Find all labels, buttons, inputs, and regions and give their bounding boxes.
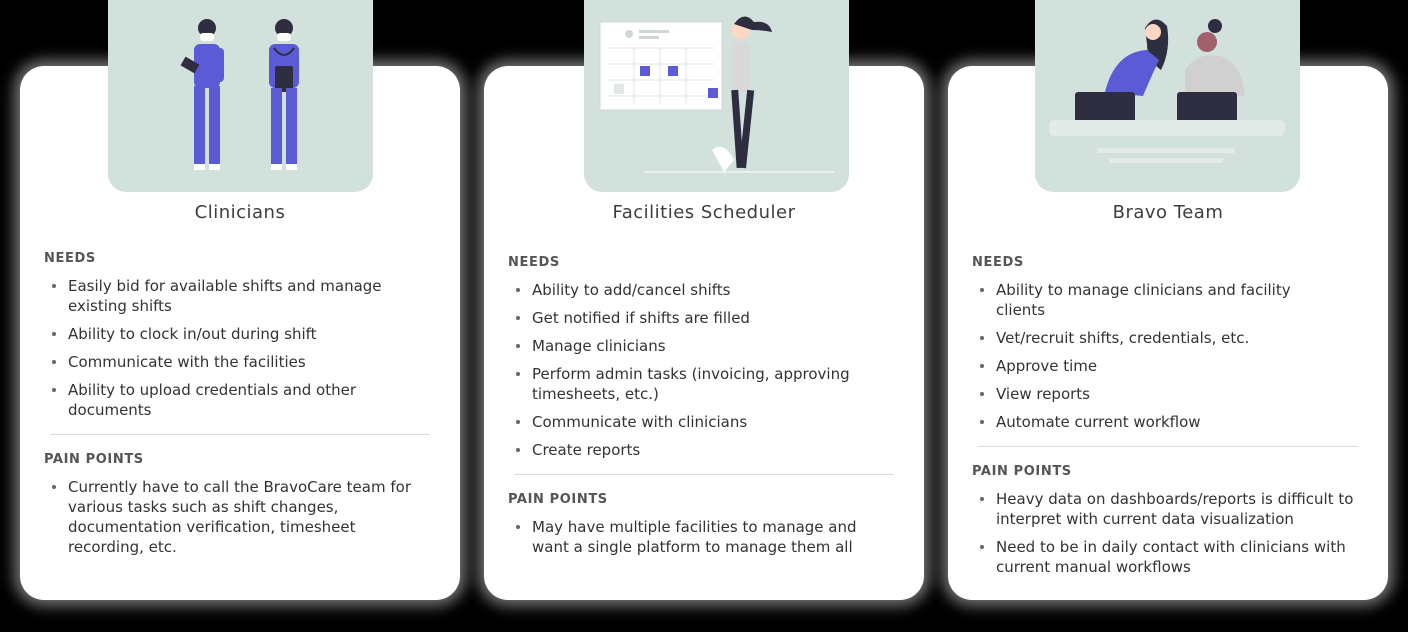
persona-card-facilities-scheduler: Facilities Scheduler NEEDS Ability to ad… — [484, 0, 924, 600]
pain-points-list: Currently have to call the BravoCare tea… — [44, 477, 434, 565]
persona-card-clinicians: Clinicians NEEDS Easily bid for availabl… — [20, 0, 460, 600]
bullet-icon — [516, 316, 520, 320]
needs-list: Easily bid for available shifts and mana… — [44, 276, 434, 428]
bullet-icon — [516, 288, 520, 292]
pain-points-label: PAIN POINTS — [508, 492, 608, 507]
bullet-icon — [516, 372, 520, 376]
bravo-team-illustration — [1035, 0, 1300, 192]
needs-item: Vet/recruit shifts, credentials, etc. — [972, 328, 1344, 348]
needs-item: Manage clinicians — [508, 336, 900, 356]
needs-item: Ability to add/cancel shifts — [508, 280, 900, 300]
bullet-icon — [516, 448, 520, 452]
card-title: Clinicians — [194, 202, 286, 223]
pain-point-item: Currently have to call the BravoCare tea… — [44, 477, 434, 557]
bullet-icon — [52, 360, 56, 364]
bullet-icon — [980, 288, 984, 292]
needs-item: Ability to upload credentials and other … — [44, 380, 434, 420]
needs-label: NEEDS — [972, 255, 1024, 270]
needs-list: Ability to add/cancel shifts Get notifie… — [508, 280, 900, 468]
bullet-icon — [980, 420, 984, 424]
bullet-icon — [980, 336, 984, 340]
pain-point-item: Need to be in daily contact with clinici… — [972, 537, 1364, 577]
clinicians-illustration — [108, 0, 373, 192]
pain-point-item: Heavy data on dashboards/reports is diff… — [972, 489, 1364, 529]
scheduler-illustration — [584, 0, 849, 192]
card-title: Facilities Scheduler — [612, 202, 796, 223]
bullet-icon — [980, 545, 984, 549]
pain-points-label: PAIN POINTS — [972, 464, 1072, 479]
section-divider — [514, 474, 894, 475]
bullet-icon — [980, 364, 984, 368]
needs-item: Automate current workflow — [972, 412, 1344, 432]
section-divider — [50, 434, 430, 435]
bullet-icon — [52, 284, 56, 288]
bullet-icon — [980, 497, 984, 501]
card-title: Bravo Team — [1112, 202, 1224, 223]
bullet-icon — [516, 525, 520, 529]
pain-points-list: Heavy data on dashboards/reports is diff… — [972, 489, 1364, 585]
needs-item: Communicate with clinicians — [508, 412, 900, 432]
needs-item: Perform admin tasks (invoicing, approvin… — [508, 364, 900, 404]
pain-points-list: May have multiple facilities to manage a… — [508, 517, 888, 565]
section-divider — [978, 446, 1358, 447]
bullet-icon — [980, 392, 984, 396]
bullet-icon — [52, 388, 56, 392]
pain-point-item: May have multiple facilities to manage a… — [508, 517, 888, 557]
bullet-icon — [516, 344, 520, 348]
persona-card-bravo-team: Bravo Team NEEDS Ability to manage clini… — [948, 0, 1388, 600]
needs-item: Create reports — [508, 440, 900, 460]
needs-list: Ability to manage clinicians and facilit… — [972, 280, 1344, 440]
pain-points-label: PAIN POINTS — [44, 452, 144, 467]
needs-item: Ability to manage clinicians and facilit… — [972, 280, 1344, 320]
needs-item: View reports — [972, 384, 1344, 404]
bullet-icon — [52, 332, 56, 336]
needs-item: Easily bid for available shifts and mana… — [44, 276, 434, 316]
needs-item: Get notified if shifts are filled — [508, 308, 900, 328]
needs-label: NEEDS — [44, 251, 96, 266]
needs-label: NEEDS — [508, 255, 560, 270]
bullet-icon — [516, 420, 520, 424]
needs-item: Ability to clock in/out during shift — [44, 324, 434, 344]
needs-item: Communicate with the facilities — [44, 352, 434, 372]
needs-item: Approve time — [972, 356, 1344, 376]
bullet-icon — [52, 485, 56, 489]
